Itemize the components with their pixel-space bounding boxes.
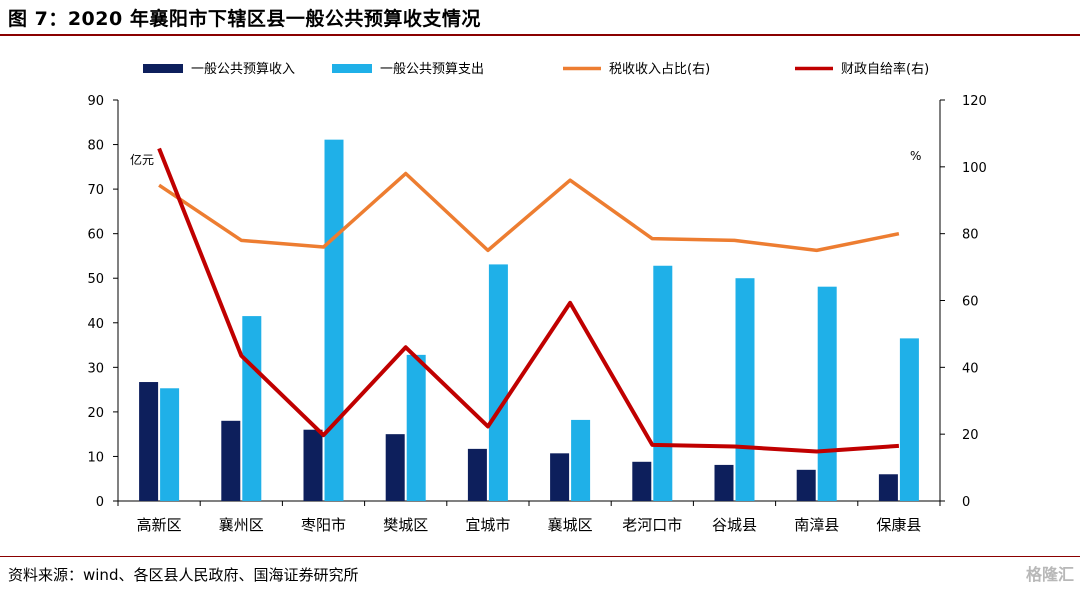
bar-expenditure [817,286,837,501]
figure-title: 图 7：2020 年襄阳市下辖区县一般公共预算收支情况 [8,8,481,30]
left-tick-label: 50 [87,272,104,287]
tax-share-line [158,171,900,253]
right-tick-label: 100 [962,161,987,176]
legend-label: 一般公共预算收入 [191,61,295,77]
chart-lines [157,147,900,454]
bar-expenditure [488,264,508,501]
left-tick-label: 60 [87,228,104,243]
self-sufficiency-line [157,147,900,454]
x-category-label: 襄州区 [219,516,264,534]
budget-chart: 一般公共预算收入 一般公共预算支出 税收收入占比(右) 财政自给率(右) 0 10 20 3… [87,61,986,534]
left-tick-label: 90 [87,94,104,109]
bar-revenue [221,420,241,501]
source-divider [0,556,1080,557]
chart-axes: 0 10 20 30 40 50 60 70 80 90 0 20 40 60 80 100 120 高新区 襄州区… [87,94,986,534]
bar-expenditure [571,419,591,501]
left-axis-unit: 亿元 [130,152,154,167]
bar-revenue [385,434,405,501]
title-divider [0,34,1080,36]
left-tick-label: 0 [96,495,104,510]
bar-revenue [878,474,898,501]
watermark-logo: 格隆汇 [1025,565,1074,584]
left-tick-label: 80 [87,139,104,154]
bar-expenditure [242,316,262,501]
legend-swatch [332,64,372,73]
bar-revenue [796,469,816,501]
x-category-label: 樊城区 [383,516,428,534]
right-tick-label: 80 [962,228,979,243]
bar-expenditure [160,388,180,501]
bar-expenditure [735,278,755,501]
right-tick-label: 60 [962,295,979,310]
x-category-label: 高新区 [137,516,182,534]
bar-expenditure [324,139,344,501]
left-tick-label: 70 [87,183,104,198]
legend-label: 财政自给率(右) [841,61,929,77]
bar-revenue [550,453,570,501]
left-tick-label: 20 [87,406,104,421]
legend-swatch [143,64,183,73]
bar-expenditure [899,338,919,501]
right-axis-unit: % [910,149,921,163]
bar-expenditure [406,354,426,501]
x-category-label: 宜城市 [465,516,510,534]
bar-expenditure [653,265,673,501]
x-category-label: 老河口市 [622,516,682,534]
left-tick-label: 10 [87,450,104,465]
chart-legend: 一般公共预算收入 一般公共预算支出 税收收入占比(右) 财政自给率(右) [143,61,929,77]
right-tick-label: 0 [962,495,970,510]
x-category-label: 保康县 [876,516,921,534]
bar-revenue [139,382,159,501]
legend-label: 一般公共预算支出 [380,61,484,77]
x-category-label: 南漳县 [794,516,839,534]
bar-revenue [303,429,323,501]
x-category-label: 襄城区 [548,516,593,534]
legend-label: 税收收入占比(右) [609,62,710,77]
bar-revenue [632,461,652,501]
bar-revenue [467,448,487,501]
right-tick-label: 20 [962,428,979,443]
bar-revenue [714,464,734,501]
left-tick-label: 30 [87,361,104,376]
right-tick-label: 120 [962,94,987,109]
x-category-label: 谷城县 [712,516,757,534]
source-note: 资料来源：wind、各区县人民政府、国海证券研究所 [8,566,359,584]
chart-bars [139,139,919,501]
right-tick-label: 40 [962,361,979,376]
left-tick-label: 40 [87,317,104,332]
x-category-label: 枣阳市 [301,516,346,534]
